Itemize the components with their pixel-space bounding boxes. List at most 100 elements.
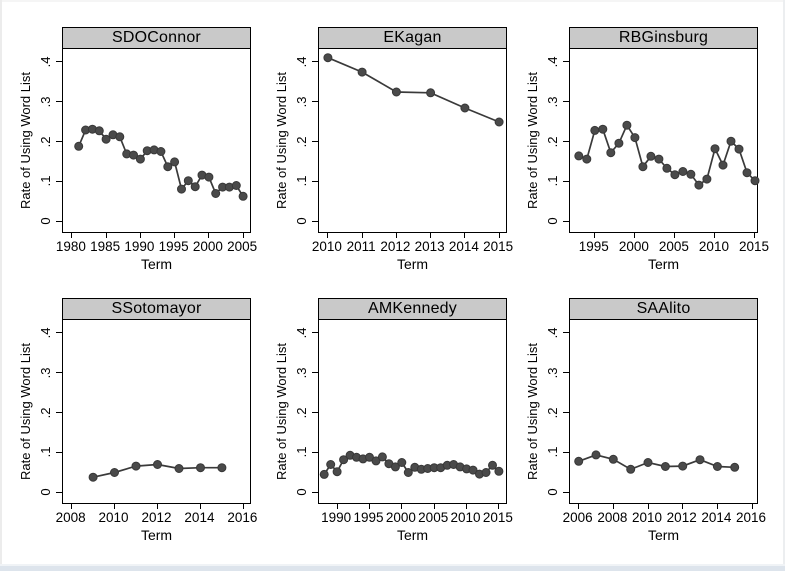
data-point-marker [702, 174, 712, 184]
data-point-marker [94, 126, 104, 136]
data-point-marker [678, 167, 688, 176]
series-line [327, 56, 500, 123]
y-tick-mark [563, 451, 569, 453]
data-point-marker [694, 180, 704, 190]
y-tick-label: 0 [38, 217, 53, 226]
data-point-marker [734, 144, 744, 154]
data-point-marker [397, 458, 407, 467]
panel-title: AMKennedy [368, 300, 457, 317]
x-tick-label: 1985 [90, 239, 121, 254]
y-tick-mark [56, 372, 62, 374]
panel-saalito: SAAlito Rate of Using Word List 0 .1 .2 .3.… [525, 298, 766, 543]
y-tick-label: .4 [545, 56, 560, 68]
data-point-marker [217, 463, 227, 473]
x-tick-label: 1990 [124, 239, 155, 254]
panel-title: RBGinsburg [618, 29, 709, 46]
x-tick-label: 1990 [321, 510, 352, 525]
panel-title: EKagan [383, 29, 442, 46]
line-chart [323, 53, 504, 127]
x-tick-label: 2008 [55, 510, 86, 525]
data-point-marker [74, 141, 84, 151]
x-tick-mark [634, 232, 636, 238]
y-tick-mark [56, 180, 62, 182]
y-tick-label: .2 [545, 136, 560, 147]
x-tick-mark [498, 232, 500, 238]
data-point-marker [630, 133, 640, 143]
y-tick-label: .4 [545, 327, 560, 339]
panel-header: SSotomayor [62, 298, 251, 320]
x-tick-mark [674, 232, 676, 238]
y-axis-title: Rate of Using Word List [525, 342, 540, 481]
data-point-marker [718, 160, 728, 170]
y-tick-label: 0 [38, 488, 53, 497]
y-tick-label: .1 [38, 447, 53, 458]
line-chart [74, 124, 248, 201]
x-tick-mark [401, 503, 403, 509]
data-point-marker [654, 154, 664, 164]
panel-sdoconnor: SDOConnor Rate of Using Word List 0 .1 .2.… [18, 27, 257, 272]
x-axis-title: Term [647, 256, 680, 272]
x-tick-mark [594, 232, 596, 238]
y-tick-label: 0 [545, 217, 560, 226]
x-tick-label: 2010 [450, 510, 481, 525]
data-point-marker [135, 154, 145, 164]
x-tick-mark [754, 232, 756, 238]
y-tick-mark [56, 491, 62, 493]
y-tick-mark [56, 451, 62, 453]
y-tick-mark [56, 101, 62, 103]
x-tick-label: 2000 [192, 239, 223, 254]
x-tick-labels: 2006 2008 2010 2012 2014 2016 [563, 510, 766, 525]
y-tick-label: .1 [545, 447, 560, 458]
x-tick-mark [242, 503, 244, 509]
x-tick-label: 1995 [578, 239, 609, 254]
x-tick-mark [612, 503, 614, 509]
data-point-marker [606, 148, 616, 158]
y-tick-label: .3 [545, 96, 560, 108]
data-point-marker [494, 466, 504, 476]
x-tick-label: 2014 [184, 510, 215, 525]
x-tick-label: 2010 [698, 239, 729, 254]
data-point-marker [750, 176, 760, 186]
y-tick-label: .4 [38, 56, 53, 68]
x-axis-title: Term [647, 527, 680, 543]
x-tick-labels: 1995 2000 2005 2010 2015 [569, 239, 769, 254]
x-tick-label: 2011 [346, 239, 376, 254]
data-point-marker [211, 189, 221, 198]
y-axis-title: Rate of Using Word List [525, 71, 540, 210]
panel-header: RBGinsburg [569, 27, 758, 49]
y-tick-mark [312, 372, 318, 374]
x-tick-label: 2012 [666, 510, 697, 525]
x-axis-title: Term [396, 527, 429, 543]
window-edge-top [0, 0, 785, 2]
y-tick-label: 0 [294, 217, 309, 226]
x-tick-mark [430, 232, 432, 238]
y-tick-mark [312, 220, 318, 222]
data-point-marker [686, 169, 696, 179]
data-point-marker [156, 147, 166, 156]
x-tick-mark [336, 503, 338, 509]
x-tick-mark [174, 232, 176, 238]
x-tick-label: 2014 [701, 510, 732, 525]
data-point-marker [488, 460, 497, 470]
data-point-marker [377, 452, 387, 462]
data-point-marker [670, 170, 680, 180]
series-line [578, 123, 756, 187]
y-axis-title: Rate of Using Word List [274, 342, 289, 481]
y-tick-label: .2 [545, 407, 560, 418]
data-point-marker [319, 469, 329, 479]
y-tick-label: .4 [38, 327, 53, 339]
data-point-marker [110, 468, 119, 477]
data-point-marker [238, 191, 248, 201]
y-tick-label: .3 [545, 367, 560, 379]
y-tick-mark [563, 61, 569, 63]
data-point-marker [183, 176, 193, 186]
x-tick-labels: 1990 1995 2000 2005 2010 2015 [318, 510, 513, 525]
y-tick-label: 0 [294, 488, 309, 497]
data-point-marker [598, 124, 608, 134]
y-tick-label: .1 [294, 447, 309, 458]
x-tick-mark [242, 232, 244, 238]
y-tick-mark [312, 180, 318, 182]
plot-area: Rate of Using Word List 0 .1 .2 .3 .4 [525, 320, 758, 509]
x-tick-label: 2005 [658, 239, 689, 254]
y-tick-mark [56, 332, 62, 334]
